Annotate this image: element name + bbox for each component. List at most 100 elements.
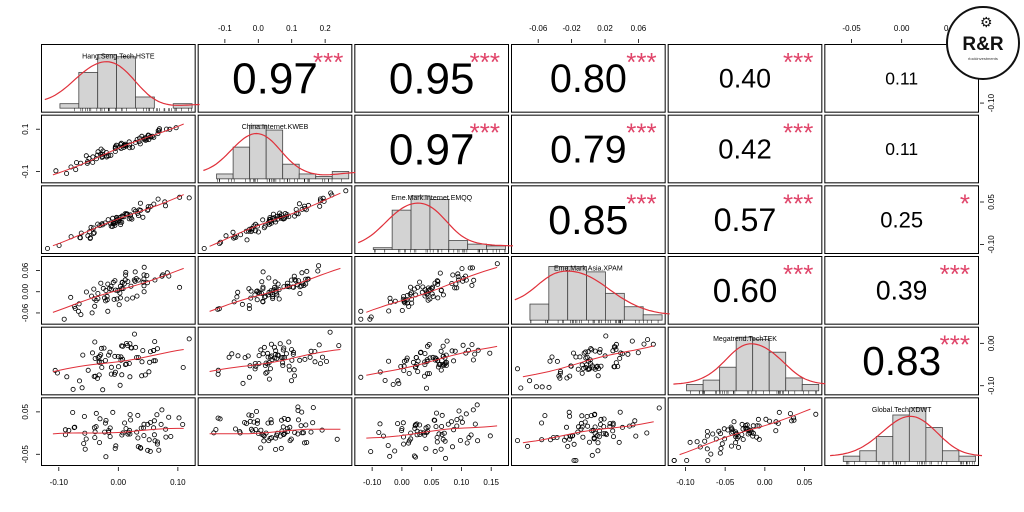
scatter-point-5-3-47 <box>592 411 598 417</box>
scatter-point-4-0-33 <box>126 360 132 366</box>
panel-border-4-4 <box>667 326 823 396</box>
scatter-point-5-2-10 <box>400 420 406 426</box>
scatter-point-4-2-61 <box>436 362 442 368</box>
histogram-bar-2-1 <box>391 209 412 250</box>
panel-border-5-3 <box>511 397 666 467</box>
significance-stars-0-2: *** <box>470 47 500 77</box>
scatter-point-5-0-0 <box>147 448 153 454</box>
scatter-point-4-3-59 <box>597 349 603 355</box>
panel-border-1-1 <box>197 114 353 184</box>
scatter-point-3-0-38 <box>123 269 129 275</box>
scatter-point-5-3-44 <box>578 420 584 426</box>
scatter-point-5-2-50 <box>392 448 398 454</box>
scatter-point-5-2-62 <box>414 421 420 427</box>
scatter-point-3-2-8 <box>358 316 364 322</box>
scatter-point-4-2-0 <box>422 362 428 368</box>
scatter-point-3-1-41 <box>268 288 274 294</box>
scatter-point-4-3-62 <box>613 360 619 366</box>
scatter-point-3-0-0 <box>114 296 120 302</box>
scatter-point-2-0-51 <box>77 235 83 241</box>
scatter-point-5-2-20 <box>395 421 401 427</box>
panel-border-0-4 <box>667 44 823 113</box>
scatter-point-5-2-63 <box>438 446 444 452</box>
histogram-bar-2-6 <box>486 245 506 250</box>
smooth-line-4-2 <box>366 345 498 376</box>
histogram-bar-4-7 <box>801 383 820 392</box>
scatter-point-4-2-50 <box>417 350 423 356</box>
top-tick-label-5-1: 0.00 <box>894 24 910 33</box>
scatter-point-5-0-12 <box>158 421 164 427</box>
scatter-point-5-0-1 <box>159 407 165 413</box>
scatter-point-5-3-59 <box>562 437 568 443</box>
scatter-point-3-1-65 <box>274 292 280 298</box>
scatter-point-5-2-14 <box>459 419 465 425</box>
scatter-point-4-1-43 <box>260 351 266 357</box>
scatter-point-4-0-0 <box>142 372 148 378</box>
scatter-point-5-0-10 <box>122 420 128 426</box>
top-tick-label-1-2: 0.1 <box>286 24 298 33</box>
scatter-point-3-1-33 <box>260 286 266 292</box>
smooth-line-5-1 <box>209 428 341 435</box>
scatter-point-5-4-51 <box>776 409 782 415</box>
scatter-point-5-4-12 <box>750 423 756 429</box>
scatter-point-4-3-40 <box>571 350 577 356</box>
scatter-point-5-2-60 <box>454 417 460 423</box>
scatter-point-3-0-54 <box>100 285 106 291</box>
histogram-bar-0-3 <box>116 56 136 109</box>
scatter-point-5-3-30 <box>610 428 616 434</box>
scatter-point-5-1-37 <box>288 436 294 442</box>
scatter-point-3-2-26 <box>437 270 443 276</box>
scatter-point-5-0-22 <box>145 447 151 453</box>
scatter-point-4-0-30 <box>151 358 157 364</box>
panel-border-2-4 <box>667 185 823 254</box>
scatter-point-3-1-54 <box>315 268 321 274</box>
scatter-point-5-0-28 <box>66 427 72 433</box>
panel-border-1-5 <box>824 114 979 184</box>
scatter-point-3-0-52 <box>123 272 129 278</box>
scatter-point-5-4-7 <box>697 444 703 450</box>
scatter-point-3-2-5 <box>417 279 423 285</box>
scatter-point-3-2-30 <box>454 285 460 291</box>
scatter-point-4-2-67 <box>444 338 450 344</box>
panel-border-1-2 <box>354 114 510 184</box>
scatter-point-4-1-47 <box>235 353 241 359</box>
scatter-point-5-4-16 <box>755 416 761 422</box>
top-tick-label-3-2: 0.02 <box>597 24 613 33</box>
scatter-point-5-3-41 <box>607 421 613 427</box>
scatter-point-3-1-40 <box>266 275 272 281</box>
scatter-point-3-1-30 <box>272 279 278 285</box>
scatter-point-4-3-13 <box>564 375 570 381</box>
scatter-point-3-1-62 <box>291 273 297 279</box>
scatter-point-4-1-7 <box>291 367 297 373</box>
scatter-point-3-2-24 <box>420 284 426 290</box>
scatter-point-1-0-66 <box>156 126 162 132</box>
scatter-point-5-3-9 <box>585 423 591 429</box>
scatter-point-5-2-24 <box>475 438 481 444</box>
scatter-point-2-1-22 <box>317 196 323 202</box>
scatter-point-5-3-66 <box>578 426 584 432</box>
scatter-point-1-0-2 <box>155 131 161 137</box>
panel-border-3-2 <box>354 256 510 325</box>
scatter-point-4-0-29 <box>154 346 160 352</box>
scatter-point-4-0-63 <box>152 358 158 364</box>
gear-icon: ⚙ <box>980 14 993 30</box>
scatter-point-1-0-51 <box>74 160 80 166</box>
scatter-point-5-1-23 <box>295 404 301 410</box>
scatter-point-5-3-68 <box>603 431 609 437</box>
scatter-point-3-1-32 <box>259 290 265 296</box>
density-curve-2 <box>357 202 513 247</box>
scatter-point-5-3-11 <box>515 438 521 444</box>
scatter-point-4-2-25 <box>438 348 444 354</box>
scatter-point-4-0-49 <box>98 352 104 358</box>
scatter-point-4-2-24 <box>410 359 416 365</box>
scatter-point-4-0-66 <box>92 373 98 379</box>
histogram-bar-5-6 <box>941 450 960 462</box>
scatter-point-2-0-31 <box>129 216 135 222</box>
scatter-point-5-0-60 <box>138 445 144 451</box>
scatter-point-2-1-53 <box>261 225 267 231</box>
scatter-point-5-1-61 <box>298 423 304 429</box>
scatter-point-5-0-50 <box>91 425 97 431</box>
scatter-point-5-0-39 <box>147 420 153 426</box>
scatter-point-5-2-22 <box>474 402 480 408</box>
